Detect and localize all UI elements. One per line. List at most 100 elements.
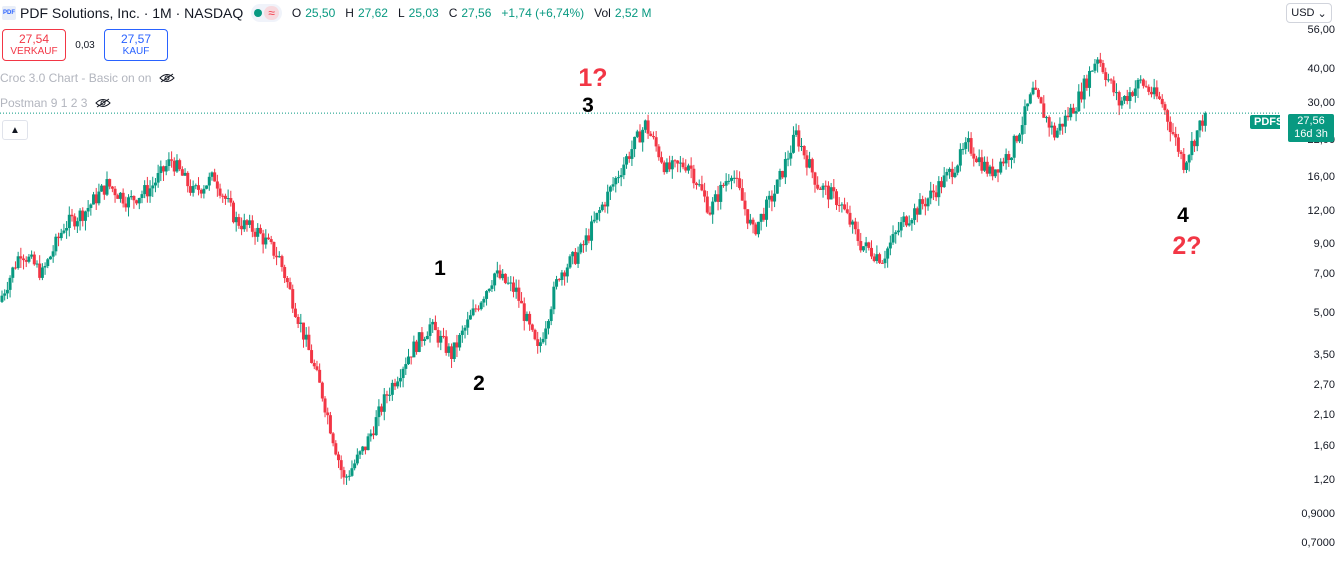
wave-label-2: 2 (473, 372, 485, 395)
candle-body (643, 120, 647, 130)
wave-label-3: 3 (582, 94, 594, 117)
candle-body (1133, 88, 1137, 96)
candle-body (234, 217, 238, 223)
candle-body (1036, 89, 1040, 98)
candle-body (1160, 98, 1164, 105)
candle-body (30, 254, 34, 257)
trade-panel: 27,54 VERKAUF 0,03 27,57 KAUF (2, 29, 168, 61)
candle-body (1171, 132, 1175, 134)
candle-body (921, 199, 925, 204)
chart-area[interactable]: PDF PDF Solutions, Inc. · 1M · NASDAQ ≈ … (0, 0, 1288, 570)
price-tick-label: 1,20 (1313, 474, 1335, 487)
candle-body (380, 406, 384, 412)
candle-body (62, 230, 66, 233)
candle-body (355, 454, 359, 464)
candle-body (1031, 87, 1035, 95)
candle-body (366, 436, 370, 451)
collapse-legend-button[interactable]: ▲ (2, 120, 28, 140)
candle-body (972, 153, 976, 159)
candle-body (843, 204, 847, 210)
candle-body (818, 188, 822, 190)
candle-body (966, 138, 970, 143)
candle-body (576, 252, 580, 264)
candle-body (1039, 97, 1043, 104)
buy-label: KAUF (122, 46, 150, 57)
candle-body (172, 160, 176, 172)
symbol-title[interactable]: PDF Solutions, Inc. · 1M · NASDAQ (20, 5, 244, 21)
candle-body (420, 332, 424, 341)
candle-body (536, 339, 540, 346)
price-tick-label: 56,00 (1307, 24, 1335, 37)
candle-body (441, 335, 445, 337)
candle-body (501, 273, 505, 279)
spread-value: 0,03 (75, 39, 95, 51)
candle-body (848, 212, 852, 225)
candle-body (1144, 85, 1148, 87)
candle-body (635, 131, 639, 137)
candle-body (622, 164, 626, 176)
candle-body (1117, 92, 1121, 106)
last-price-badge: 27,56 16d 3h (1288, 114, 1334, 142)
candle-body (716, 194, 720, 202)
company-logo-icon: PDF (2, 6, 16, 20)
hidden-eye-icon[interactable] (159, 73, 176, 83)
candle-body (293, 308, 297, 317)
candle-body (460, 330, 464, 335)
candle-body (630, 149, 634, 159)
currency-selector[interactable]: USD ⌄ (1286, 3, 1332, 23)
candle-body (789, 152, 793, 159)
candle-body (767, 195, 771, 200)
candle-body (447, 346, 451, 353)
indicator-croc[interactable]: Croc 3.0 Chart - Basic on on (0, 71, 176, 85)
indicator-postman[interactable]: Postman 9 1 2 3 (0, 96, 112, 110)
candle-body (587, 235, 591, 241)
buy-button[interactable]: 27,57 KAUF (104, 29, 168, 61)
ticker-badge: PDFS (1250, 115, 1288, 129)
candle-body (821, 185, 825, 190)
sell-price: 27,54 (18, 32, 50, 46)
indicator-name: Croc 3.0 Chart - Basic on on (0, 71, 152, 85)
price-tick-label: 12,00 (1307, 204, 1335, 217)
candle-body (654, 137, 658, 147)
candle-body (641, 129, 645, 143)
sell-button[interactable]: 27,54 VERKAUF (2, 29, 66, 61)
volume-key: Vol (594, 6, 611, 20)
candle-body (226, 198, 230, 200)
candle-body (48, 256, 52, 260)
currency-label: USD (1291, 7, 1315, 19)
candlestick-chart[interactable] (0, 0, 1280, 570)
candle-body (1109, 79, 1113, 81)
candle-body (310, 350, 314, 363)
candle-body (915, 208, 919, 215)
candle-body (983, 161, 987, 171)
candle-body (132, 196, 136, 201)
candle-body (950, 168, 954, 178)
candle-body (942, 175, 946, 188)
candle-body (439, 335, 443, 343)
price-axis[interactable]: 56,0040,0030,0022,0016,0012,009,007,005,… (1280, 0, 1339, 570)
candle-body (223, 195, 227, 199)
candle-body (1028, 94, 1032, 104)
candle-body (307, 334, 311, 351)
candle-body (485, 291, 489, 299)
candle-body (824, 185, 828, 187)
candle-body (334, 443, 338, 455)
market-status-pill[interactable]: ≈ (251, 4, 282, 22)
hidden-eye-icon[interactable] (95, 98, 112, 108)
candle-body (213, 172, 217, 182)
candle-body (1012, 135, 1016, 158)
candle-body (318, 369, 322, 383)
candle-body (1085, 78, 1089, 88)
candle-body (1149, 91, 1153, 95)
candle-body (143, 185, 147, 195)
candle-body (560, 272, 564, 280)
candle-body (791, 134, 795, 153)
candle-body (110, 186, 114, 189)
candle-body (619, 175, 623, 178)
candle-body (665, 162, 669, 173)
candle-body (743, 200, 747, 210)
candle-body (178, 160, 182, 170)
high-key: H (345, 6, 354, 20)
close-key: C (448, 6, 458, 20)
candle-body (1104, 72, 1108, 80)
